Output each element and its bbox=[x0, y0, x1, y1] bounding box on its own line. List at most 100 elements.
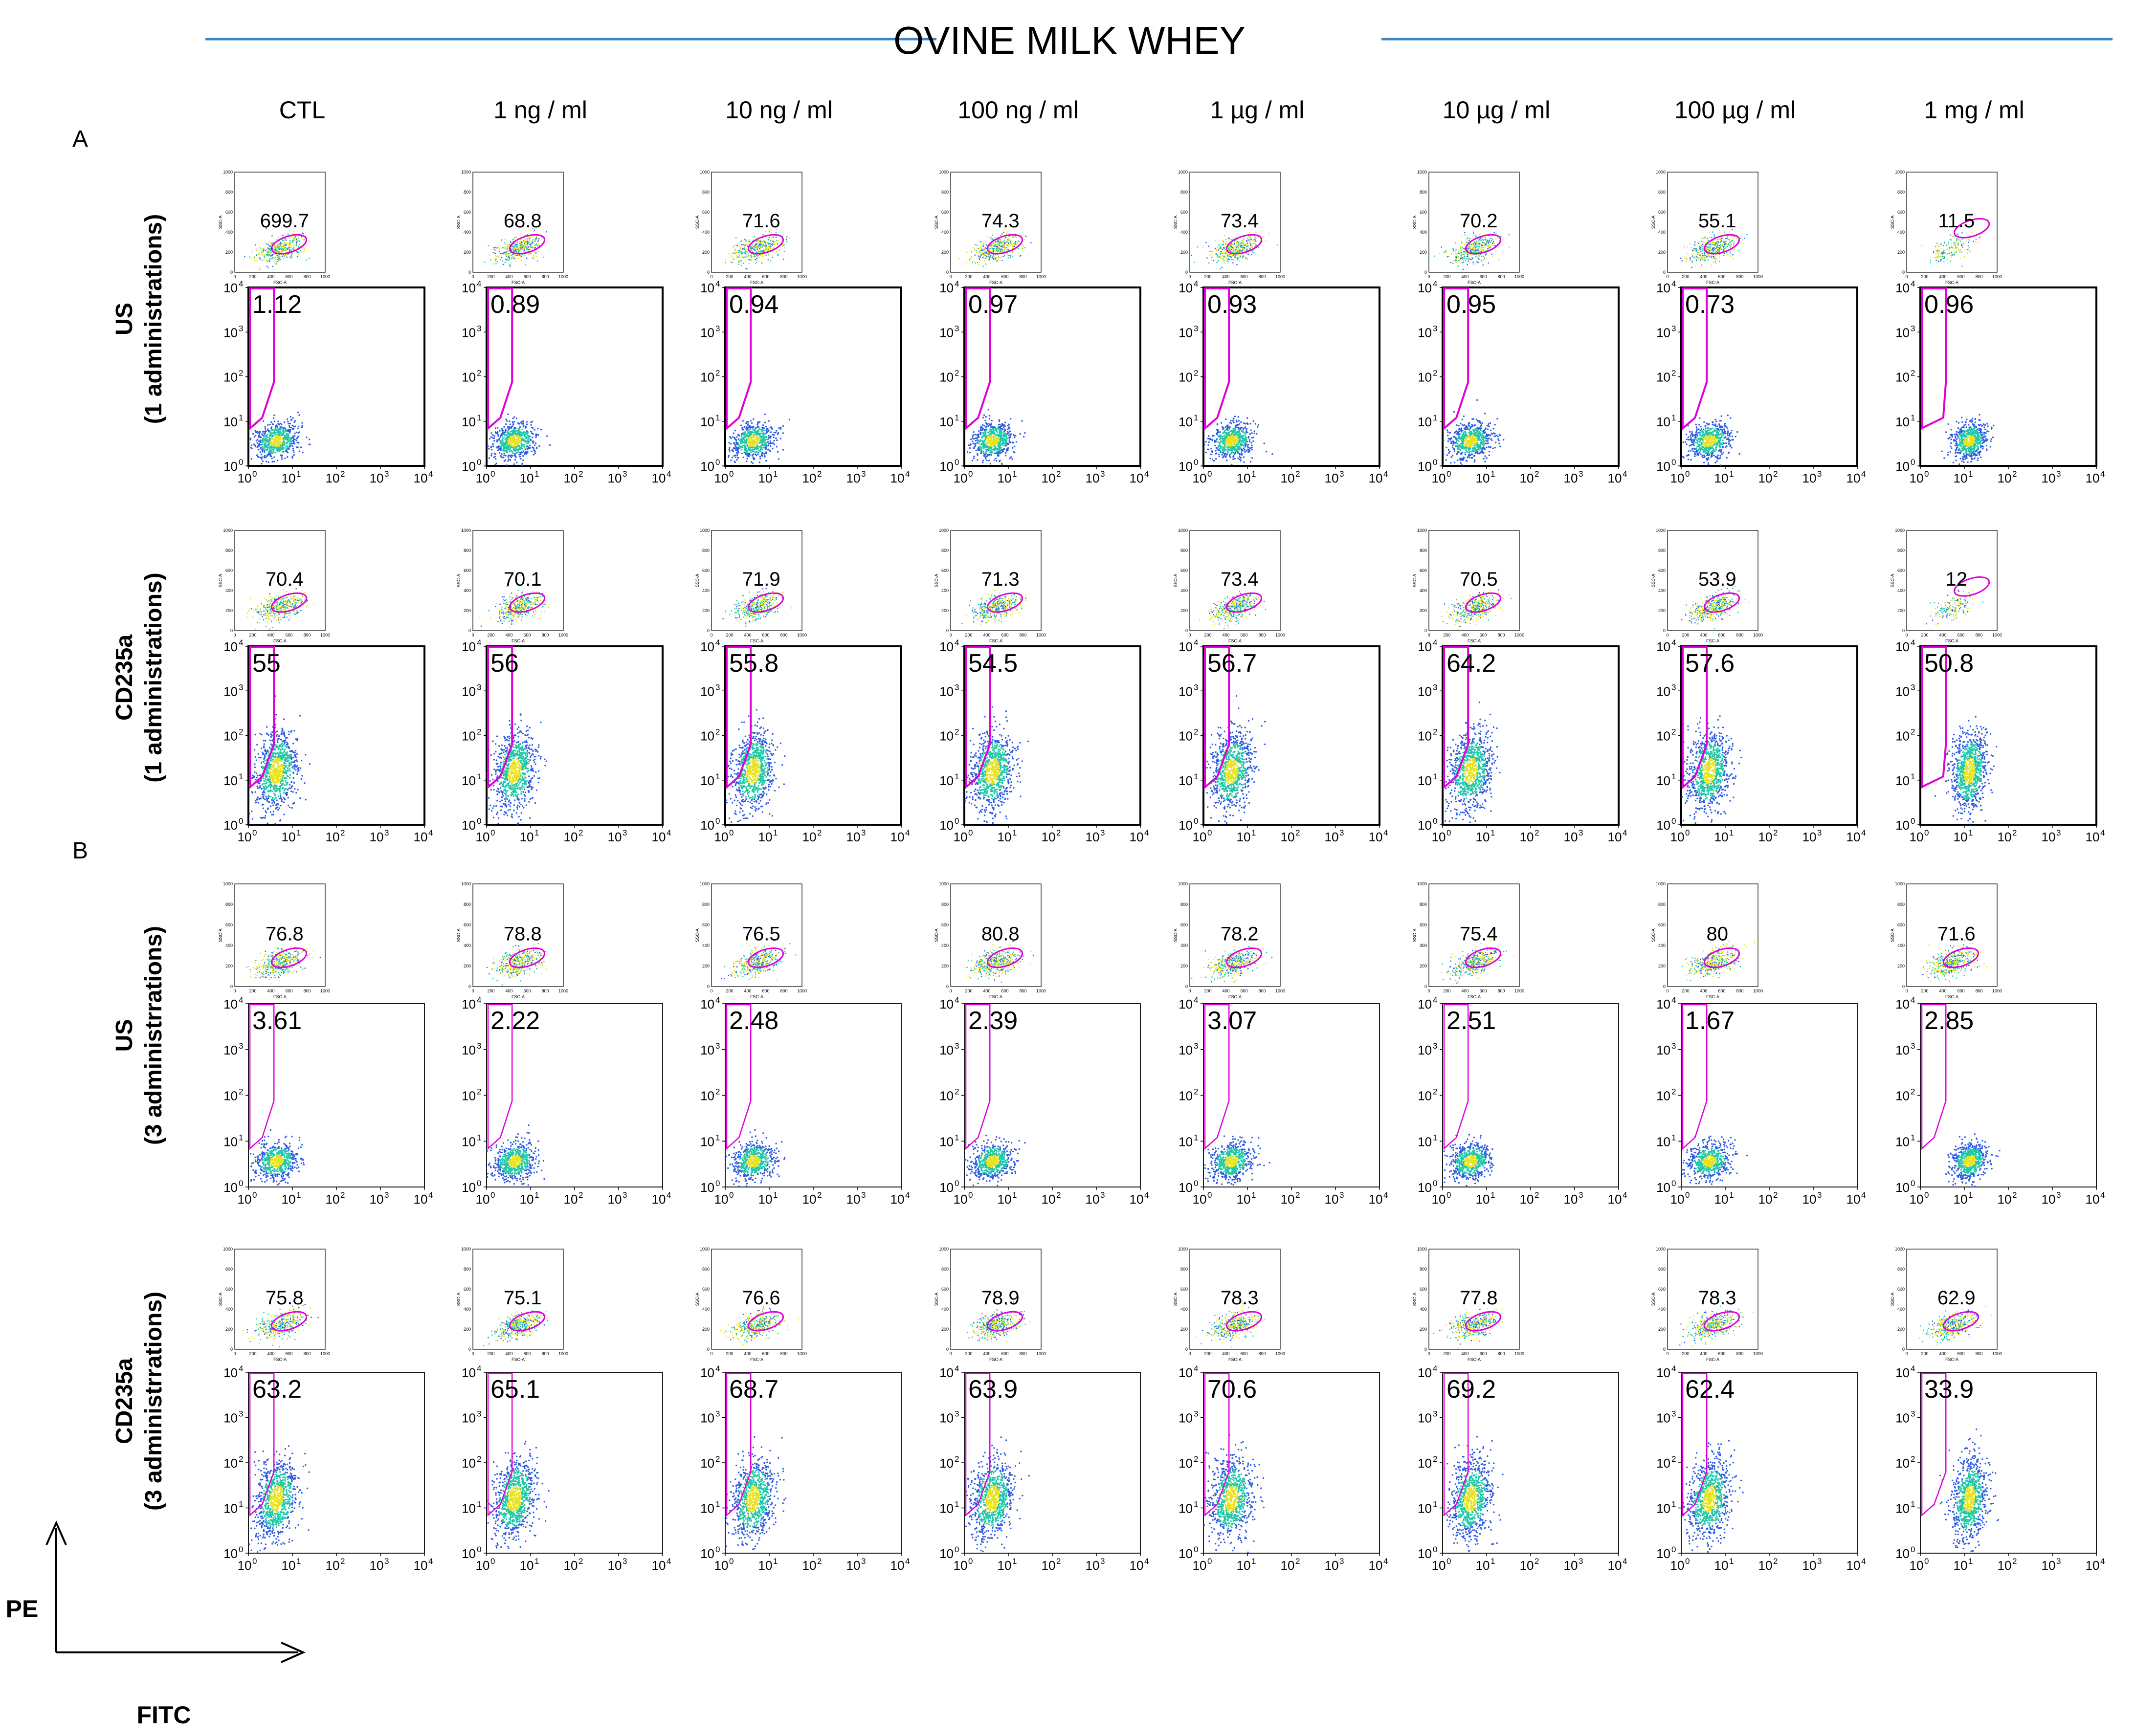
scatter-point bbox=[283, 437, 285, 439]
scatter-point bbox=[530, 431, 532, 433]
mini-scatter-point bbox=[1008, 242, 1009, 244]
scatter-point bbox=[267, 454, 269, 456]
scatter-point bbox=[263, 420, 265, 422]
mini-scatter-point bbox=[519, 254, 521, 256]
scatter-point bbox=[754, 429, 756, 432]
mini-scatter-point bbox=[1230, 249, 1232, 250]
mini-scatter-point bbox=[1012, 237, 1014, 239]
mini-scatter-point bbox=[998, 243, 1000, 245]
mini-scatter-point bbox=[295, 239, 297, 241]
mini-scatter-point bbox=[1010, 244, 1012, 246]
scatter-point bbox=[272, 417, 275, 419]
mini-scatter-point bbox=[769, 243, 770, 245]
scatter-point bbox=[1024, 432, 1026, 434]
scatter-point bbox=[289, 416, 291, 418]
x-tick-label: 10 bbox=[890, 471, 905, 485]
mini-scatter-point bbox=[775, 231, 777, 233]
mini-scatter-point bbox=[752, 248, 754, 250]
scatter-point bbox=[509, 454, 512, 457]
mini-scatter-point bbox=[1018, 240, 1019, 242]
mini-scatter-point bbox=[1250, 238, 1252, 240]
mini-scatter-point bbox=[290, 241, 291, 242]
scatter-point bbox=[515, 418, 517, 419]
x-tick-exponent: 2 bbox=[1056, 469, 1061, 479]
scatter-point bbox=[530, 424, 532, 426]
mini-scatter-point bbox=[1006, 231, 1008, 233]
mini-y-axis-label: SSC-A bbox=[934, 216, 939, 229]
mini-scatter-point bbox=[990, 250, 992, 252]
mini-scatter-point bbox=[276, 254, 278, 256]
scatter-point bbox=[997, 455, 999, 457]
pe-fitc-plot: 10 010 010 110 110 210 210 310 310 410 40.93 bbox=[1179, 279, 1388, 485]
scatter-point bbox=[770, 435, 772, 437]
plot-cell: 0020020040040060060080080010001000FSC-AS… bbox=[695, 170, 910, 485]
mini-x-tick-label: 200 bbox=[726, 274, 733, 279]
mini-scatter-point bbox=[1234, 260, 1236, 262]
scatter-point bbox=[260, 437, 262, 439]
x-tick-exponent: 4 bbox=[1383, 469, 1388, 479]
scatter-point bbox=[1000, 434, 1002, 436]
x-tick-exponent: 1 bbox=[534, 469, 539, 479]
scatter-point bbox=[503, 454, 505, 456]
scatter-point bbox=[1001, 451, 1003, 454]
mini-scatter-point bbox=[1228, 238, 1229, 240]
mini-scatter-point bbox=[754, 255, 755, 257]
mini-scatter-point bbox=[993, 248, 995, 249]
scatter-point bbox=[525, 452, 527, 454]
mini-scatter-point bbox=[273, 247, 274, 249]
y-tick-exponent: 2 bbox=[477, 369, 481, 378]
mini-scatter-point bbox=[267, 261, 268, 263]
mini-scatter-point bbox=[1003, 240, 1005, 242]
mini-scatter-point bbox=[754, 249, 756, 251]
scatter-point bbox=[517, 452, 519, 454]
mini-scatter-point bbox=[1242, 255, 1244, 257]
scatter-point bbox=[267, 436, 268, 438]
mini-scatter-point bbox=[1248, 255, 1250, 257]
scatter-point bbox=[530, 439, 532, 441]
mini-scatter-point bbox=[762, 249, 764, 251]
scatter-point bbox=[274, 452, 277, 454]
scatter-point bbox=[521, 462, 523, 464]
scatter-point bbox=[730, 442, 732, 445]
mini-scatter-point bbox=[519, 242, 520, 244]
scatter-point bbox=[991, 435, 993, 437]
mini-scatter-point bbox=[1238, 248, 1240, 250]
scatter-point bbox=[506, 464, 508, 466]
mini-scatter-point bbox=[515, 255, 516, 256]
figure-title-group: OVINE MILK WHEY bbox=[205, 19, 2113, 62]
scatter-point bbox=[976, 439, 979, 441]
scatter-point bbox=[276, 442, 278, 444]
mini-scatter-point bbox=[521, 254, 522, 256]
scatter-point bbox=[274, 439, 276, 441]
scatter-point bbox=[502, 441, 504, 444]
x-tick-label: 10 bbox=[1281, 471, 1295, 485]
scatter-point bbox=[514, 450, 516, 452]
scatter-point bbox=[768, 420, 770, 422]
mini-scatter-point bbox=[504, 242, 506, 244]
mini-x-axis-label: FSC-A bbox=[989, 280, 1002, 285]
fsc-ssc-scatter: 0020020040040060060080080010001000FSC-AS… bbox=[456, 170, 568, 285]
scatter-point bbox=[533, 440, 534, 442]
mini-y-tick-label: 1000 bbox=[223, 170, 233, 175]
scatter-point bbox=[513, 421, 515, 423]
scatter-point bbox=[280, 441, 282, 443]
scatter-point bbox=[498, 439, 500, 441]
mini-scatter-point bbox=[1014, 243, 1016, 245]
mini-scatter-point bbox=[287, 233, 289, 235]
mini-y-tick-label: 800 bbox=[702, 190, 710, 195]
scatter-point bbox=[1003, 434, 1005, 436]
mini-scatter-point bbox=[1218, 245, 1220, 246]
mini-scatter-point bbox=[762, 246, 763, 248]
scatter-point bbox=[987, 449, 989, 451]
scatter-point bbox=[750, 461, 753, 463]
scatter-point bbox=[523, 444, 526, 446]
scatter-point bbox=[510, 427, 512, 429]
mini-scatter-point bbox=[1012, 243, 1014, 245]
scatter-point bbox=[764, 448, 767, 450]
scatter-point bbox=[280, 428, 282, 430]
mini-scatter-point bbox=[998, 245, 999, 247]
scatter-point bbox=[767, 444, 769, 447]
scatter-point bbox=[309, 439, 311, 440]
scatter-point bbox=[505, 430, 507, 432]
scatter-point bbox=[509, 448, 511, 450]
